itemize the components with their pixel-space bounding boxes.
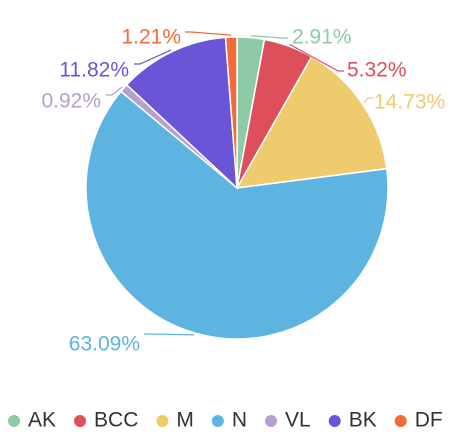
- percent-label-bk: 11.82%: [59, 59, 129, 82]
- leader-line-df: [185, 31, 232, 36]
- legend-marker-n: [211, 415, 224, 427]
- leader-line-ak: [250, 35, 288, 39]
- pie-slices: [85, 36, 389, 340]
- legend-label-m: M: [176, 409, 194, 432]
- percent-label-bcc: 5.32%: [347, 59, 407, 82]
- pie-slice-m: [235, 55, 388, 189]
- percent-label-ak: 2.91%: [292, 26, 352, 49]
- legend-marker-bcc: [74, 415, 87, 427]
- legend-label-bk: BK: [349, 409, 377, 432]
- legend-label-df: DF: [415, 409, 443, 432]
- leader-line-bk: [134, 49, 172, 65]
- pie-slice-n: [85, 90, 389, 340]
- legend-marker-bk: [328, 415, 341, 427]
- legend-label-vl: VL: [285, 409, 311, 432]
- percent-labels: 2.91% 5.32% 14.73% 63.09% 0.92% 11.82% 1.21%: [41, 26, 445, 356]
- pie-slice-df: [224, 36, 238, 189]
- leader-line-m: [363, 97, 374, 104]
- leader-line-n: [144, 333, 195, 336]
- percent-label-m: 14.73%: [374, 91, 445, 114]
- legend-label-ak: AK: [28, 409, 56, 432]
- legend: AK BCC M N VL BK DF: [8, 409, 443, 432]
- legend-marker-df: [394, 415, 407, 427]
- percent-label-n: 63.09%: [69, 333, 140, 356]
- leader-line-vl: [106, 86, 123, 96]
- legend-marker-m: [156, 415, 169, 427]
- legend-label-bcc: BCC: [94, 409, 138, 432]
- percent-label-df: 1.21%: [121, 26, 181, 49]
- legend-marker-ak: [8, 415, 20, 427]
- leader-line-bcc: [289, 43, 344, 72]
- legend-label-n: N: [232, 409, 247, 432]
- pie-slice-bk: [125, 36, 238, 190]
- legend-marker-vl: [265, 415, 278, 427]
- label-leader-lines: [106, 31, 374, 336]
- percent-label-vl: 0.92%: [41, 90, 101, 113]
